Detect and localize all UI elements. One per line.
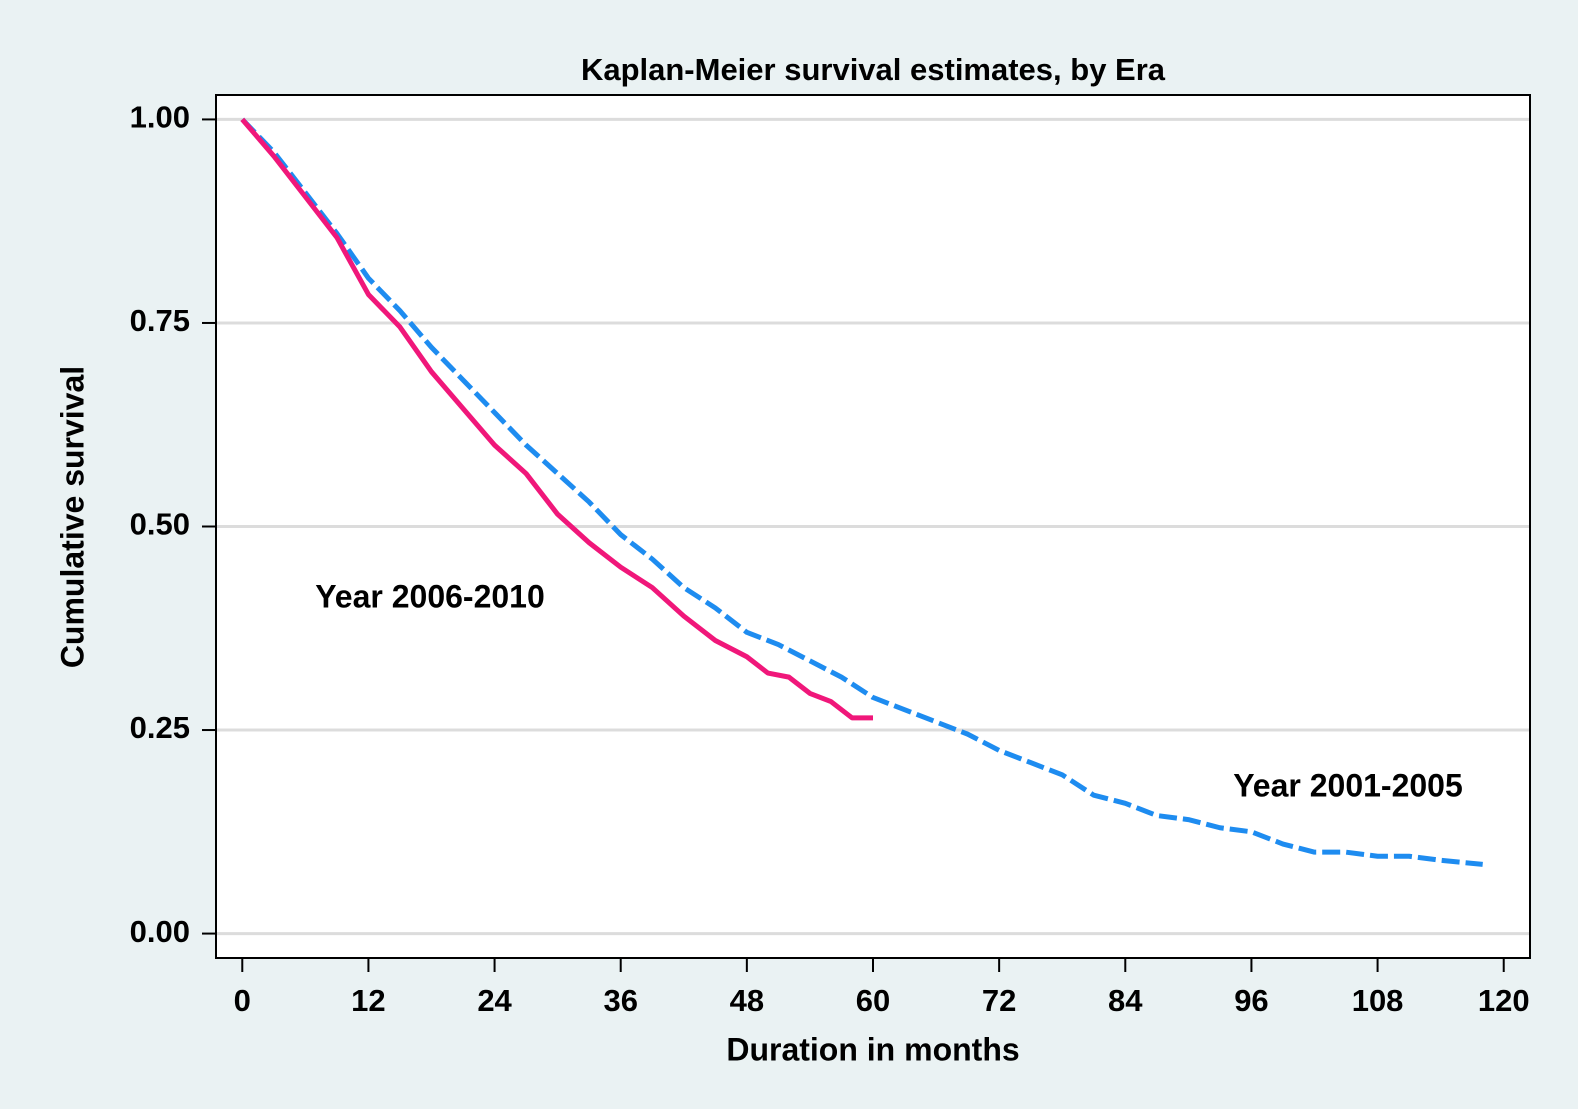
x-tick-label: 12	[351, 983, 385, 1018]
survival-line	[240, 117, 873, 721]
y-tick-label: 0.50	[130, 507, 190, 542]
x-tick-label: 84	[1108, 983, 1143, 1018]
y-tick-label: 0.75	[130, 303, 190, 338]
x-tick-label: 0	[234, 983, 251, 1018]
series-label: Year 2006-2010	[315, 578, 545, 614]
x-tick-label: 24	[477, 983, 512, 1018]
x-tick-label: 48	[730, 983, 764, 1018]
x-tick-label: 72	[982, 983, 1016, 1018]
series-label: Year 2001-2005	[1233, 767, 1463, 803]
x-tick-label: 108	[1352, 983, 1404, 1018]
survival-line	[240, 117, 1483, 867]
y-axis-label: Cumulative survival	[54, 366, 90, 668]
x-tick-label: 120	[1478, 983, 1530, 1018]
chart-title: Kaplan-Meier survival estimates, by Era	[581, 52, 1166, 87]
x-axis-label: Duration in months	[726, 1031, 1019, 1067]
y-tick-label: 0.00	[130, 914, 190, 949]
x-tick-label: 36	[603, 983, 637, 1018]
x-tick-label: 96	[1234, 983, 1268, 1018]
y-tick-label: 1.00	[130, 100, 190, 135]
y-tick-label: 0.25	[130, 710, 190, 745]
x-tick-label: 60	[856, 983, 890, 1018]
